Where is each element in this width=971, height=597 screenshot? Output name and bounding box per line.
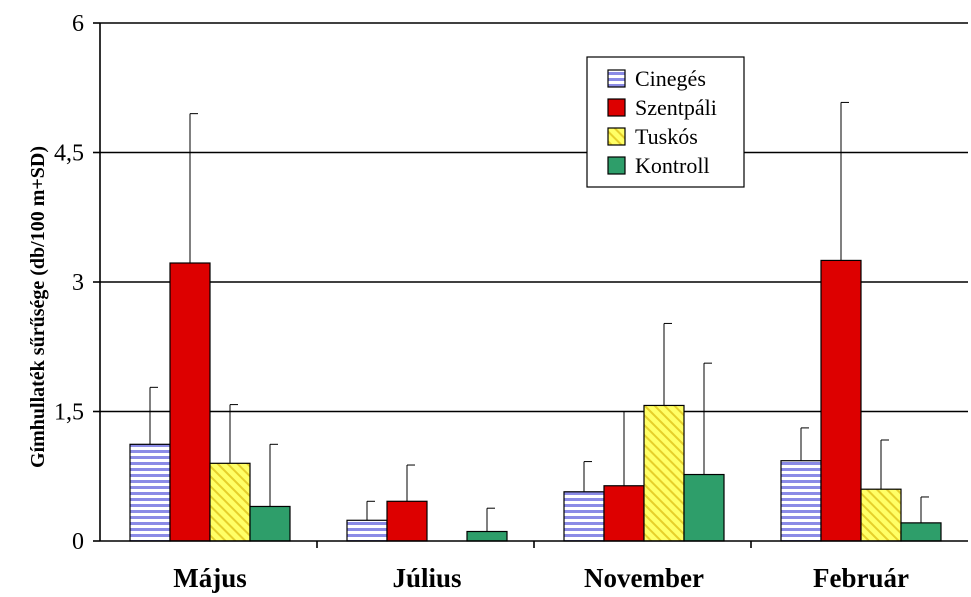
bar-kontroll-július (466, 530, 508, 542)
legend-swatch-cinegés (607, 69, 626, 88)
error-bars (149, 101, 929, 532)
bar-tuskós-február (860, 488, 902, 542)
legend-label: Tuskós (635, 124, 698, 149)
y-tick-label: 6 (72, 11, 84, 37)
legend-swatch-tuskós (607, 127, 626, 146)
x-tick-labels: Május Július November Február (173, 563, 909, 593)
bar-tuskós-május (209, 462, 251, 542)
legend: Cinegés Szentpáli Tuskós Kontroll (586, 56, 745, 188)
bar-szentpáli-február (820, 259, 862, 542)
y-axis-label: Gímhullaték sűrűsége (db/100 m+SD) (27, 146, 49, 468)
bar-szentpáli-május (169, 262, 211, 542)
bar-szentpáli-július (386, 500, 428, 542)
bar-cinegés-február (780, 460, 822, 542)
bar-kontroll-november (683, 473, 725, 542)
bar-szentpáli-november (603, 485, 645, 542)
bar-cinegés-november (563, 491, 605, 542)
y-tick-label: 1,5 (54, 400, 84, 426)
bar-kontroll-május (249, 505, 291, 542)
x-tick-label: Február (813, 563, 909, 593)
legend-swatch-szentpáli (607, 98, 626, 117)
legend-label: Szentpáli (635, 95, 717, 120)
bar-cinegés-május (129, 443, 171, 542)
legend-label: Cinegés (635, 66, 706, 91)
x-tick-label: Május (173, 563, 247, 593)
x-tick-label: Július (392, 563, 461, 593)
y-tick-label: 3 (72, 270, 84, 296)
x-tick-label: November (584, 563, 704, 593)
axes (93, 22, 968, 548)
y-tick-labels: 0 1,5 3 4,5 6 (54, 11, 84, 555)
bars (129, 259, 942, 542)
bar-cinegés-július (346, 519, 388, 542)
legend-swatch-kontroll (607, 156, 626, 175)
bar-tuskós-november (643, 404, 685, 542)
bar-kontroll-február (900, 522, 942, 542)
y-tick-label: 4,5 (54, 141, 84, 167)
y-tick-label: 0 (72, 529, 84, 555)
legend-label: Kontroll (635, 153, 710, 178)
